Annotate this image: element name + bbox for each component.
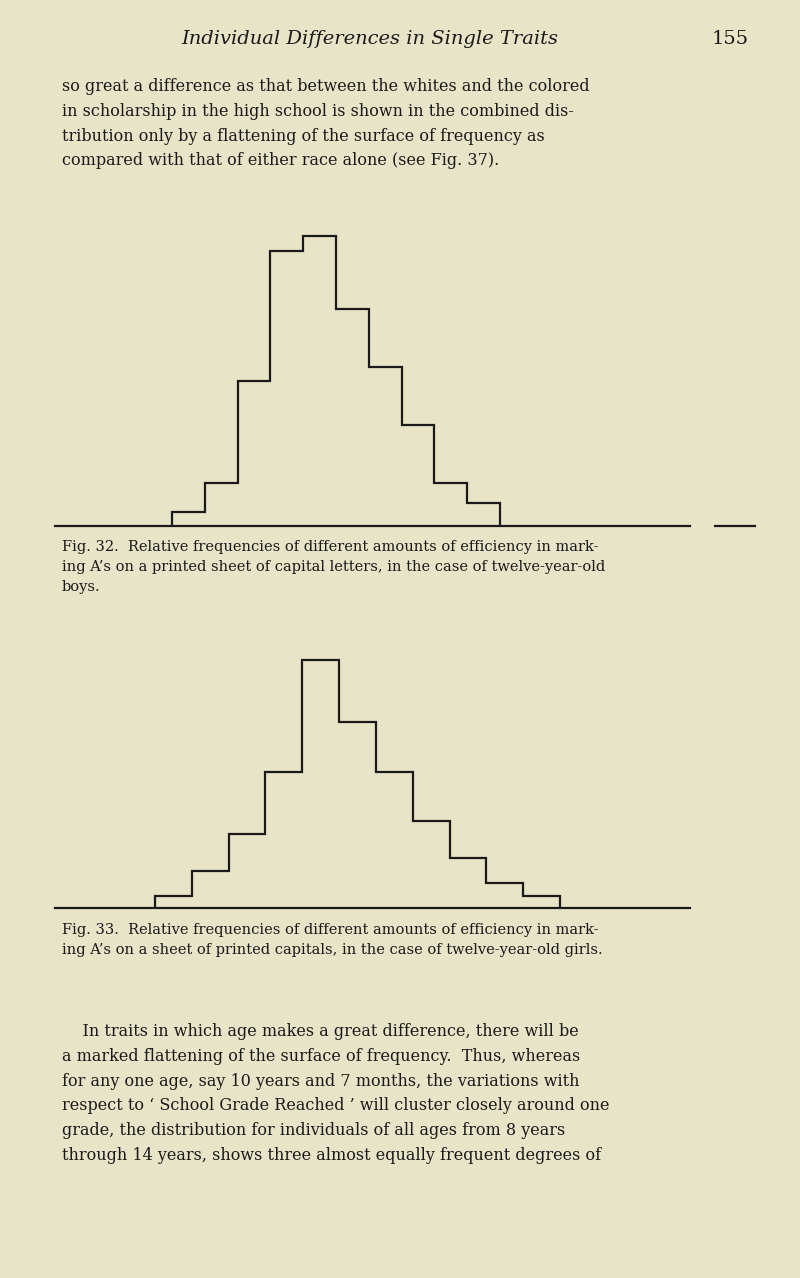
- Text: so great a difference as that between the whites and the colored
in scholarship : so great a difference as that between th…: [62, 78, 590, 170]
- Text: Fig. 33.  Relative frequencies of different amounts of efficiency in mark-
ing A: Fig. 33. Relative frequencies of differe…: [62, 923, 602, 957]
- Text: 155: 155: [711, 29, 749, 49]
- Text: In traits in which age makes a great difference, there will be
a marked flatteni: In traits in which age makes a great dif…: [62, 1022, 610, 1164]
- Text: Fig. 32.  Relative frequencies of different amounts of efficiency in mark-
ing A: Fig. 32. Relative frequencies of differe…: [62, 541, 606, 594]
- Text: Individual Differences in Single Traits: Individual Differences in Single Traits: [182, 29, 558, 49]
